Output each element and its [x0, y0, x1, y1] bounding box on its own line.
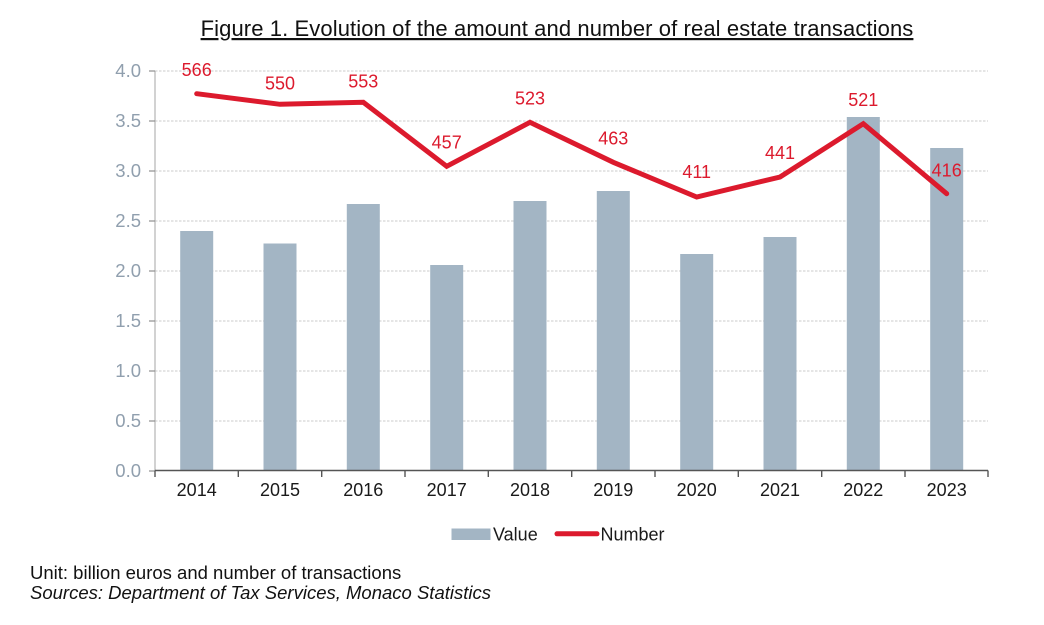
svg-text:3.0: 3.0 [115, 160, 141, 181]
svg-text:2.5: 2.5 [115, 210, 141, 231]
svg-text:2021: 2021 [760, 480, 800, 500]
svg-text:1.5: 1.5 [115, 310, 141, 331]
svg-text:3.5: 3.5 [115, 110, 141, 131]
svg-text:2018: 2018 [510, 480, 550, 500]
svg-text:2019: 2019 [593, 480, 633, 500]
svg-text:416: 416 [932, 161, 962, 181]
svg-text:463: 463 [598, 129, 628, 149]
svg-text:Unit: billion euros and number: Unit: billion euros and number of transa… [30, 562, 401, 583]
svg-text:553: 553 [348, 72, 378, 92]
svg-text:Value: Value [493, 525, 538, 545]
svg-text:2017: 2017 [427, 480, 467, 500]
svg-text:Sources: Department of Tax Ser: Sources: Department of Tax Services, Mon… [30, 582, 491, 603]
svg-text:0.5: 0.5 [115, 410, 141, 431]
svg-text:566: 566 [182, 60, 212, 80]
svg-text:Figure 1. Evolution of the amo: Figure 1. Evolution of the amount and nu… [201, 16, 914, 41]
svg-text:2.0: 2.0 [115, 260, 141, 281]
svg-text:2020: 2020 [677, 480, 717, 500]
svg-text:2015: 2015 [260, 480, 300, 500]
svg-text:0.0: 0.0 [115, 460, 141, 481]
svg-text:2023: 2023 [927, 480, 967, 500]
svg-text:Number: Number [601, 525, 665, 545]
svg-text:411: 411 [682, 162, 711, 182]
svg-text:4.0: 4.0 [115, 60, 141, 81]
svg-text:523: 523 [515, 89, 545, 109]
svg-text:550: 550 [265, 74, 295, 94]
svg-text:1.0: 1.0 [115, 360, 141, 381]
svg-text:457: 457 [432, 133, 462, 153]
svg-text:2022: 2022 [843, 480, 883, 500]
svg-text:521: 521 [848, 90, 878, 110]
svg-text:441: 441 [765, 143, 795, 163]
svg-text:2014: 2014 [177, 480, 217, 500]
svg-text:2016: 2016 [343, 480, 383, 500]
